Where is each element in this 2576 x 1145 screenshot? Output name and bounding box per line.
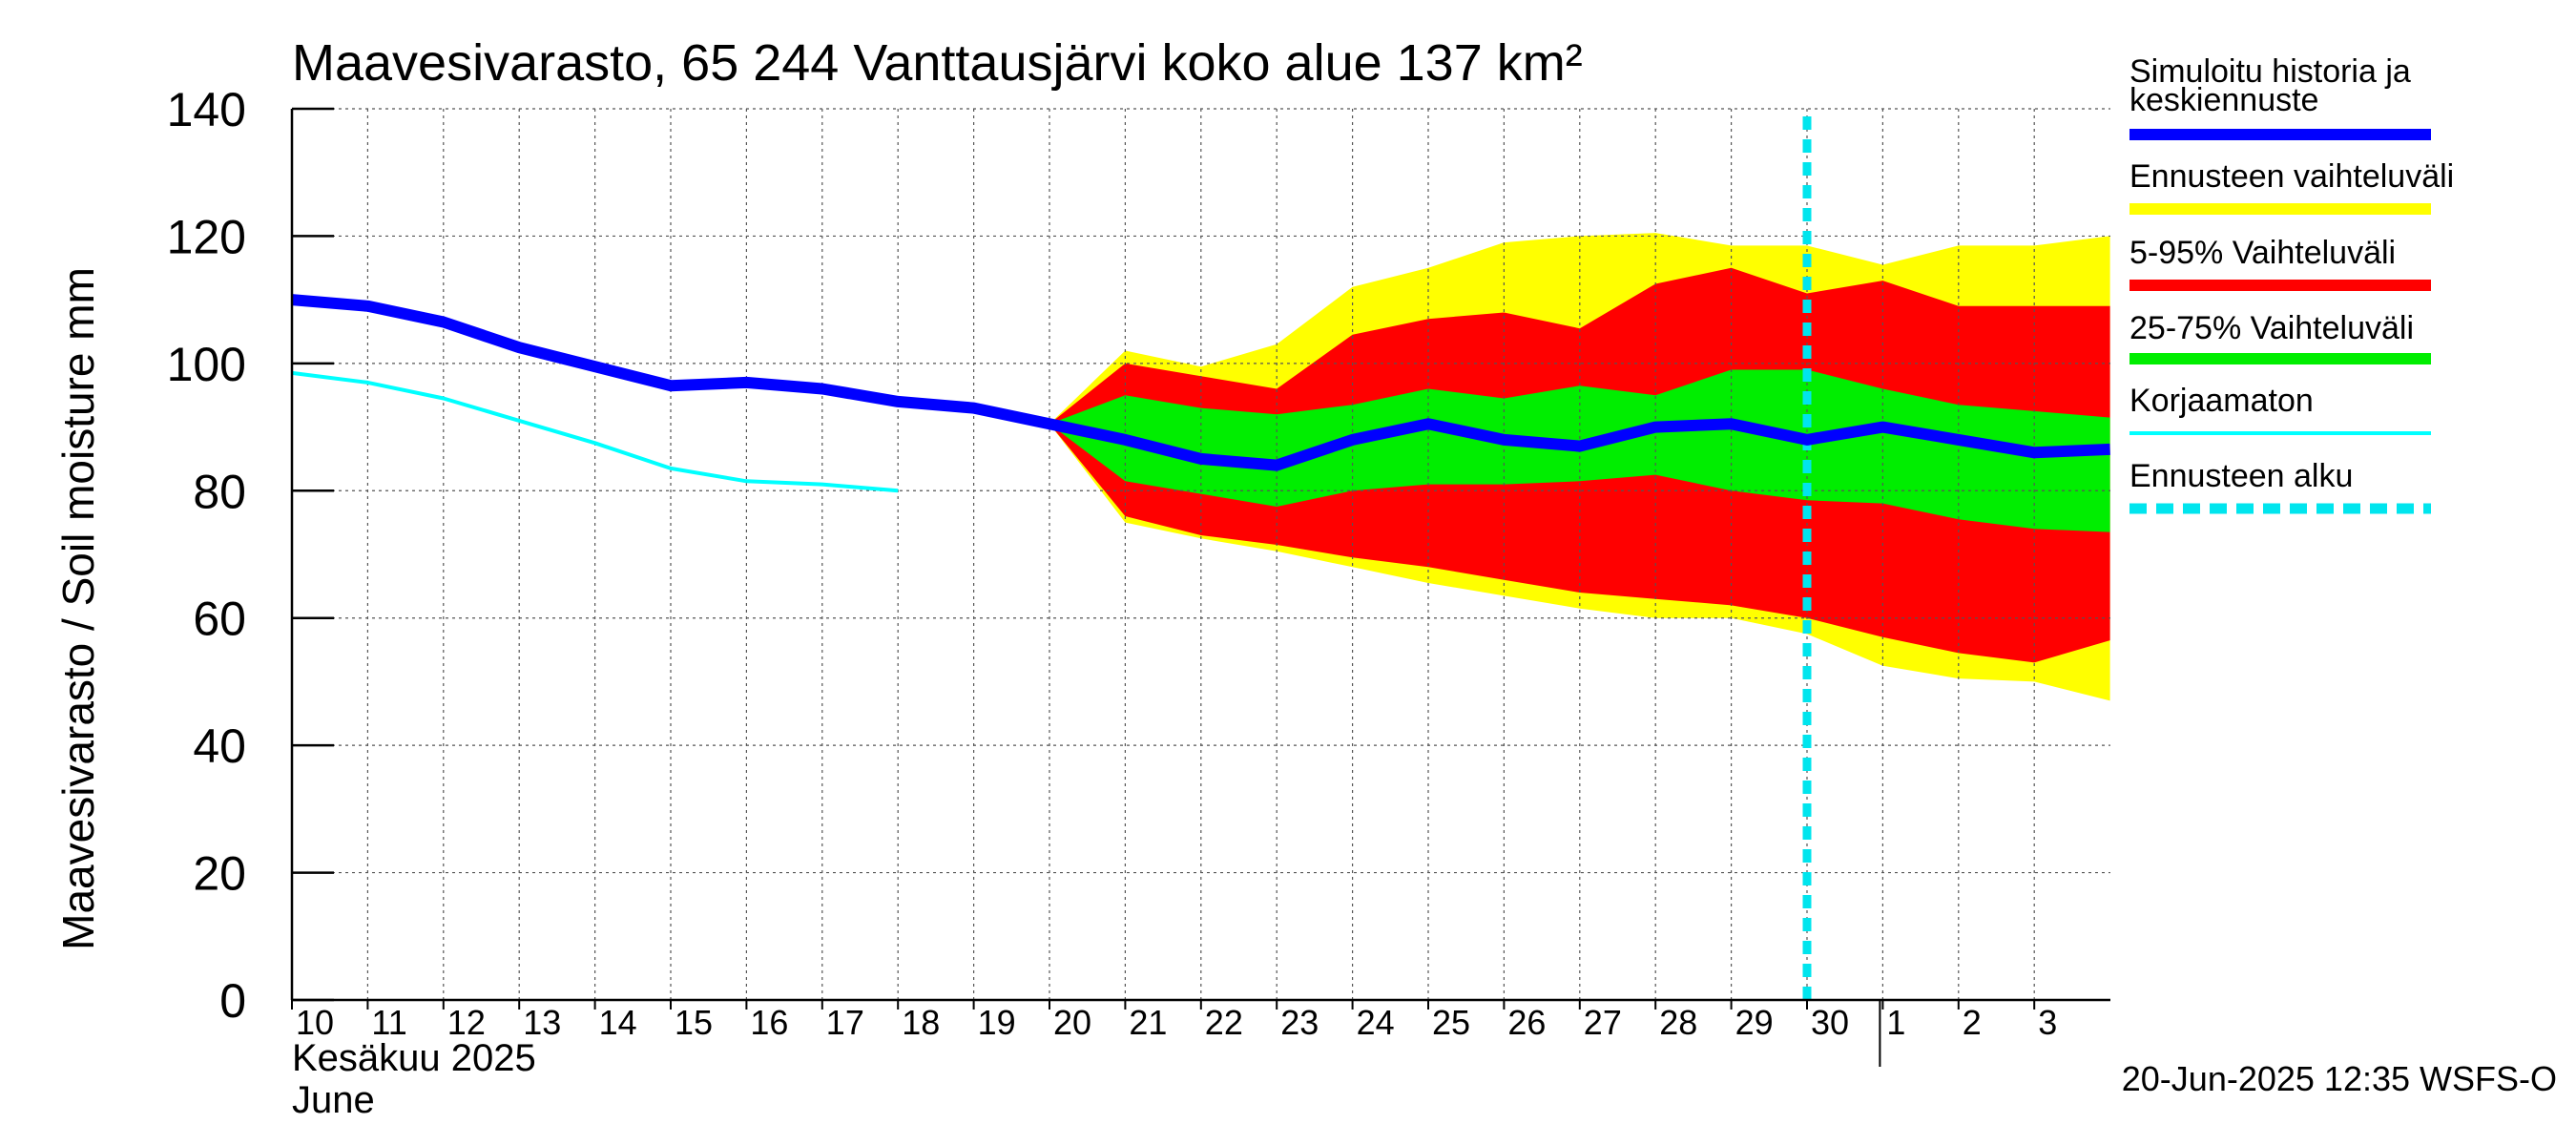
x-tick-label: 19 <box>978 1003 1016 1042</box>
x-tick-label: 27 <box>1584 1003 1622 1042</box>
legend-label: Korjaamaton <box>2129 383 2314 419</box>
x-tick-label: 24 <box>1357 1003 1395 1042</box>
axes <box>290 107 2110 1067</box>
footer-timestamp: 20-Jun-2025 12:35 WSFS-O <box>2122 1059 2557 1098</box>
x-tick-label: 14 <box>599 1003 637 1042</box>
legend-label: 25-75% Vaihteluväli <box>2129 310 2414 346</box>
x-tick-label: 29 <box>1735 1003 1774 1042</box>
x-tick-labels: 10 11 12 13 14 15 16 17 18 19 20 21 22 23 24 25 26 27 28 29… <box>296 1003 2057 1042</box>
x-tick-label: 25 <box>1432 1003 1470 1042</box>
x-tick-label: 2 <box>1963 1003 1982 1042</box>
y-tick-label: 80 <box>193 465 246 518</box>
x-tick-label: 10 <box>296 1003 334 1042</box>
x-tick-label: 30 <box>1811 1003 1849 1042</box>
uncorrected-line <box>291 370 899 493</box>
x-tick-label: 23 <box>1280 1003 1319 1042</box>
x-tick-label: 16 <box>750 1003 788 1042</box>
x-tick-label: 21 <box>1129 1003 1167 1042</box>
history-median-line <box>291 294 2110 471</box>
x-tick-label: 18 <box>902 1003 940 1042</box>
legend-label: Ennusteen vaihteluväli <box>2129 158 2454 195</box>
legend-label: Simuloitu historia ja <box>2129 53 2411 90</box>
x-axis-label-english: June <box>292 1079 375 1121</box>
x-tick-label: 15 <box>675 1003 713 1042</box>
y-tick-label: 20 <box>193 847 246 901</box>
legend-label: Ennusteen alku <box>2129 458 2353 494</box>
x-tick-label: 1 <box>1886 1003 1905 1042</box>
y-tick-label: 140 <box>167 83 246 136</box>
x-tick-label: 26 <box>1507 1003 1546 1042</box>
y-tick-label: 40 <box>193 719 246 773</box>
x-tick-label: 20 <box>1053 1003 1091 1042</box>
grid-lines <box>292 108 2110 1000</box>
legend-label: keskiennuste <box>2129 82 2318 118</box>
x-tick-label: 17 <box>826 1003 864 1042</box>
legend-label: 5-95% Vaihteluväli <box>2129 235 2396 271</box>
x-tick-label: 28 <box>1659 1003 1697 1042</box>
x-tick-label: 22 <box>1205 1003 1243 1042</box>
chart-title: Maavesivarasto, 65 244 Vanttausjärvi kok… <box>292 34 1583 92</box>
y-tick-label: 60 <box>193 593 246 646</box>
x-tick-label: 13 <box>523 1003 561 1042</box>
y-tick-label: 0 <box>219 974 246 1028</box>
x-tick-label: 3 <box>2038 1003 2057 1042</box>
x-axis-label-finnish: Kesäkuu 2025 <box>292 1037 536 1079</box>
y-tick-label: 120 <box>167 210 246 263</box>
y-tick-label: 100 <box>167 338 246 391</box>
series-lines <box>291 116 2110 1002</box>
x-tick-label: 12 <box>447 1003 486 1042</box>
y-tick-labels: 0 20 40 60 80 100 120 140 <box>167 83 246 1028</box>
x-tick-label: 11 <box>371 1003 406 1042</box>
y-axis-label: Maavesivarasto / Soil moisture mm <box>53 267 103 950</box>
